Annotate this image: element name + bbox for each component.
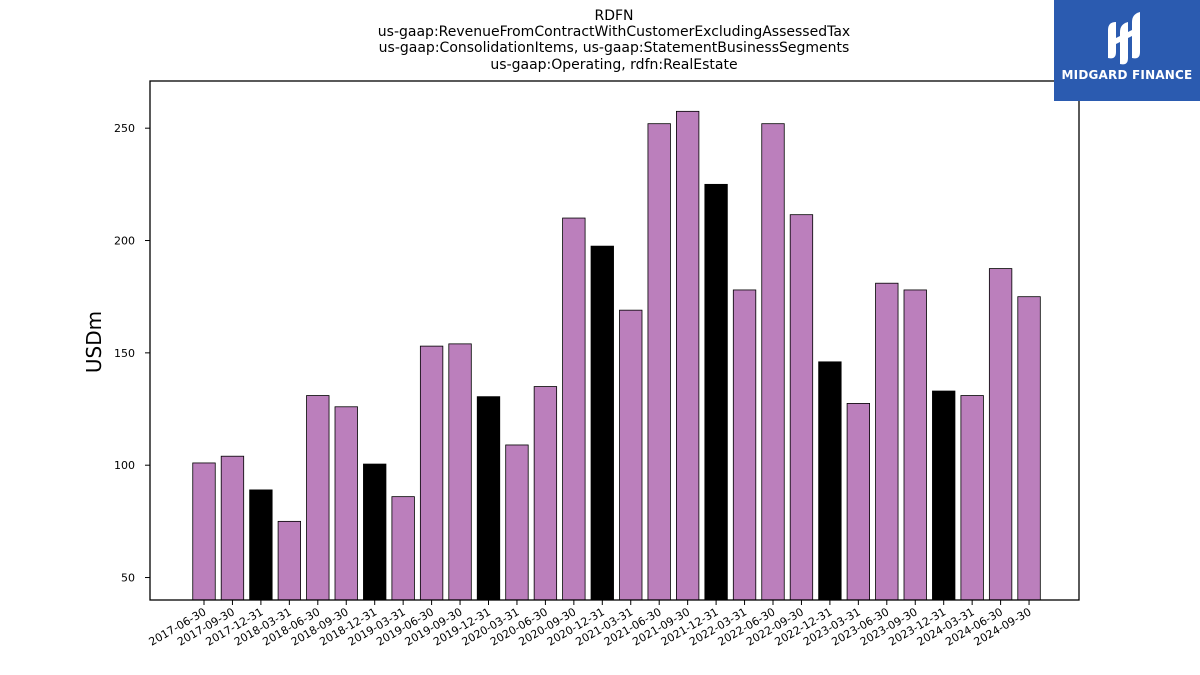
bar-2022-06-30 (761, 123, 785, 601)
bar-2024-06-30 (988, 268, 1013, 601)
x-axis: 2017-06-302017-09-302017-12-312018-03-31… (147, 600, 1034, 649)
bar-2022-09-30 (789, 214, 814, 601)
bar-2021-03-31 (619, 309, 643, 601)
bar-2023-09-30 (903, 289, 927, 601)
bar-2017-06-30 (192, 462, 216, 601)
chart-title-line-4: us-gaap:Operating, rdfn:RealEstate (490, 57, 737, 73)
bar-2019-06-30 (419, 345, 444, 601)
bar-2019-09-30 (448, 343, 472, 601)
bar-2021-06-30 (647, 123, 671, 601)
bar-2017-09-30 (220, 455, 245, 601)
bar-2023-12-31 (932, 390, 956, 601)
bar-2018-06-30 (306, 395, 330, 601)
chart-title-line-2: us-gaap:RevenueFromContractWithCustomerE… (378, 24, 850, 40)
logo-text: MIDGARD FINANCE (1061, 68, 1193, 82)
bar-2020-03-31 (505, 444, 529, 601)
bar-2018-03-31 (277, 520, 302, 601)
bar-2023-06-30 (875, 282, 899, 601)
y-tick-label: 200 (114, 235, 135, 248)
bar-2020-06-30 (533, 386, 558, 601)
bar-2019-12-31 (476, 396, 501, 601)
y-axis-label: USDm (82, 311, 106, 373)
bar-2024-03-31 (960, 395, 984, 601)
midgard-finance-logo: MIDGARD FINANCE (1054, 0, 1200, 101)
bar-2022-03-31 (732, 289, 757, 601)
bar-2018-09-30 (334, 406, 358, 601)
bar-2022-12-31 (818, 361, 842, 601)
y-axis: 50 100 150 200 250 (114, 122, 150, 585)
bar-2021-09-30 (676, 110, 700, 601)
plot-frame (149, 80, 1080, 601)
bar-2021-12-31 (704, 183, 728, 601)
bar-2023-03-31 (846, 403, 870, 601)
bars-group (192, 110, 1041, 601)
y-tick-label: 150 (114, 347, 135, 360)
bar-2017-12-31 (249, 489, 273, 601)
chart-title-line-3: us-gaap:ConsolidationItems, us-gaap:Stat… (379, 40, 850, 56)
midgard-logo-icon (1108, 12, 1140, 65)
y-tick-label: 250 (114, 122, 135, 135)
bar-2024-09-30 (1017, 296, 1041, 601)
chart-title-line-1: RDFN (594, 8, 633, 24)
y-tick-label: 50 (121, 572, 135, 585)
bar-2020-12-31 (590, 245, 614, 601)
y-tick-label: 100 (114, 459, 135, 472)
chart-title: RDFN us-gaap:RevenueFromContractWithCust… (378, 8, 850, 73)
bar-2019-03-31 (391, 496, 415, 601)
bar-2020-09-30 (562, 217, 586, 601)
bar-2018-12-31 (363, 463, 387, 601)
